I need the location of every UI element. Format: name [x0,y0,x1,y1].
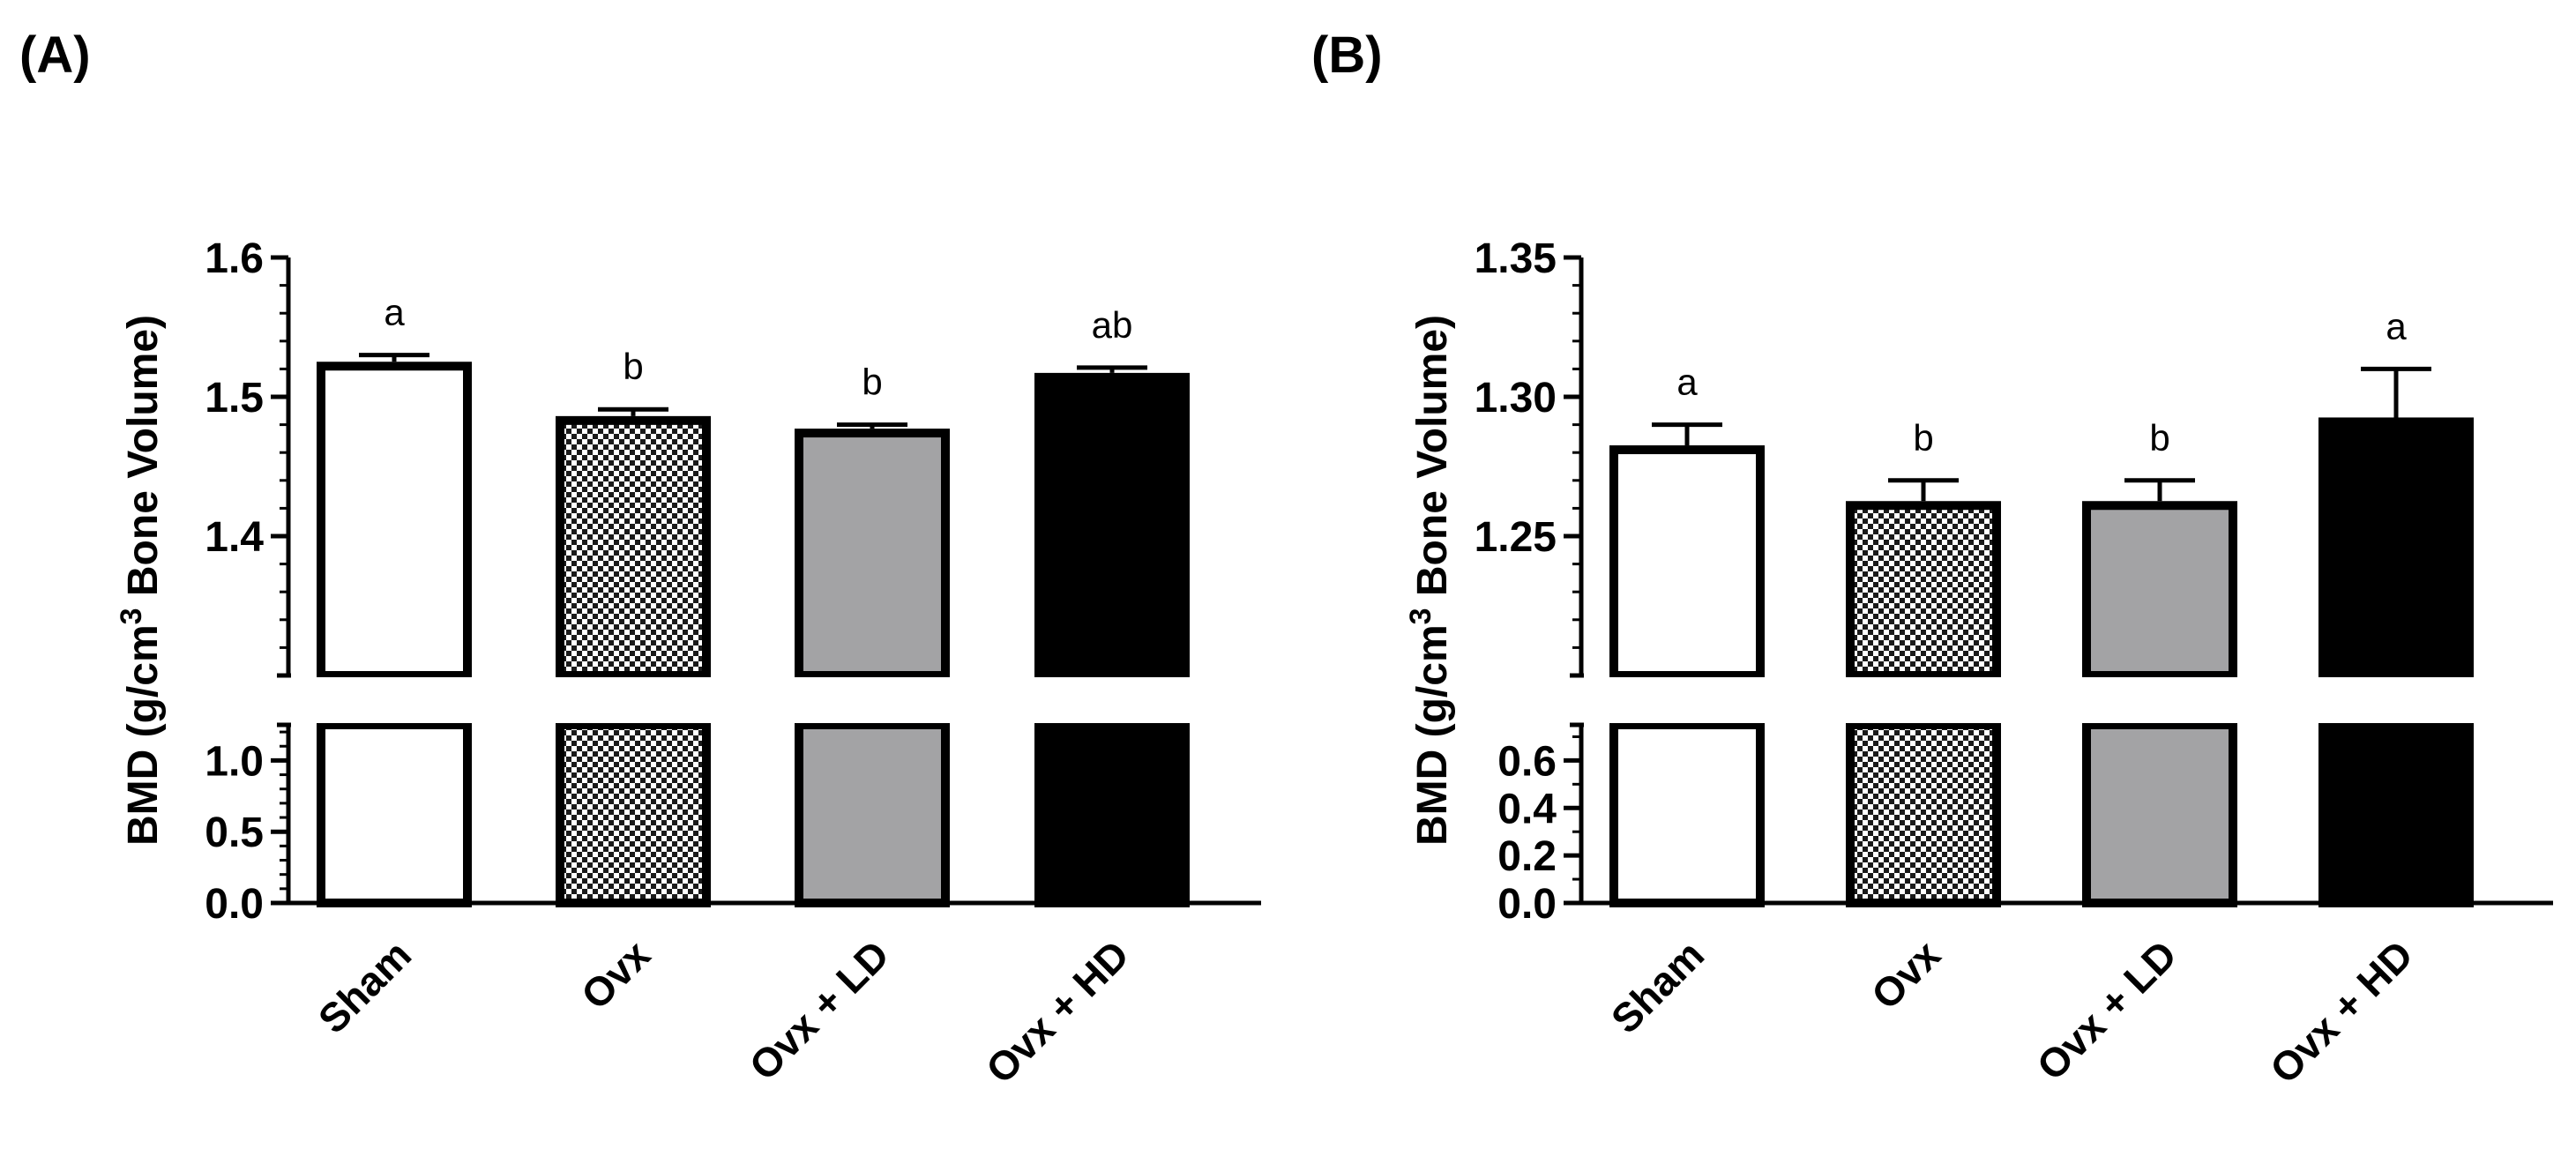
significance-letter: a [384,292,405,333]
bar-lower [556,720,711,907]
bar-lower [1034,720,1190,907]
bar-lower [2318,720,2474,907]
bar-upper [556,415,711,680]
y-tick-label: 0.4 [1497,786,1557,832]
axis-break-gap [2079,677,2240,723]
axis-break-gap [1607,677,1767,723]
x-tick-label: Sham [310,931,420,1041]
y-tick-label: 1.25 [1475,514,1557,561]
x-tick-label: Ovx [572,931,660,1018]
axis-break-gap [314,677,474,723]
bar-upper [1034,372,1190,680]
y-tick-label: 0.5 [205,810,264,856]
bar-lower [2082,720,2237,907]
panel-label: (A) [19,26,91,84]
significance-letter: b [2149,417,2169,459]
axis-break-gap [553,677,713,723]
y-tick-label: 1.4 [205,514,264,561]
panel-label: (B) [1311,26,1383,84]
y-axis-label: BMD (g/cm3 Bone Volume) [1404,315,1456,846]
bar-upper [1846,501,2001,680]
bar-lower [1609,720,1765,907]
bar-upper [2082,501,2237,680]
y-tick-label: 0.0 [1497,881,1557,928]
axis-break-gap [792,677,952,723]
panel-b: (B) BMD (g/cm3 Bone Volume) 1.25 1.30 1.35 0.… [1311,26,2553,1093]
significance-letter: a [2386,305,2407,347]
bar-lower [1846,720,2001,907]
significance-letter: b [862,362,882,403]
x-tick-label: Ovx + HD [2261,931,2422,1092]
x-tick-label: Ovx [1863,931,1950,1018]
bar-upper [317,362,472,680]
x-tick-label: Sham [1602,931,1713,1041]
significance-letter: b [1913,417,1933,459]
x-tick-label: Ovx + LD [2027,931,2185,1089]
axis-break-gap [1843,677,2004,723]
x-tick-label: Ovx + HD [977,931,1138,1092]
y-tick-label: 0.6 [1497,738,1557,785]
y-tick-label: 1.35 [1475,235,1557,282]
axis-break-gap [1032,677,1192,723]
y-tick-label: 1.30 [1475,375,1557,422]
significance-letter: ab [1092,304,1133,346]
y-tick-label: 1.5 [205,375,264,422]
bar-upper [1609,445,1765,681]
panel-a: (A) BMD (g/cm3 Bone Volume) 1.4 1.5 1.6 0.0 0.… [19,26,1261,1093]
bar-lower [317,720,472,907]
x-tick-label: Ovx + LD [740,931,898,1089]
y-tick-label: 1.6 [205,235,264,282]
y-axis-label: BMD (g/cm3 Bone Volume) [115,315,167,846]
significance-letter: a [1676,362,1698,403]
significance-letter: b [623,346,643,387]
axis-break-gap [2316,677,2476,723]
bar-upper [795,429,950,680]
y-tick-label: 1.0 [205,738,264,785]
y-tick-label: 0.2 [1497,833,1557,880]
bar-lower [795,720,950,907]
y-tick-label: 0.0 [205,881,264,928]
bar-upper [2318,417,2474,680]
